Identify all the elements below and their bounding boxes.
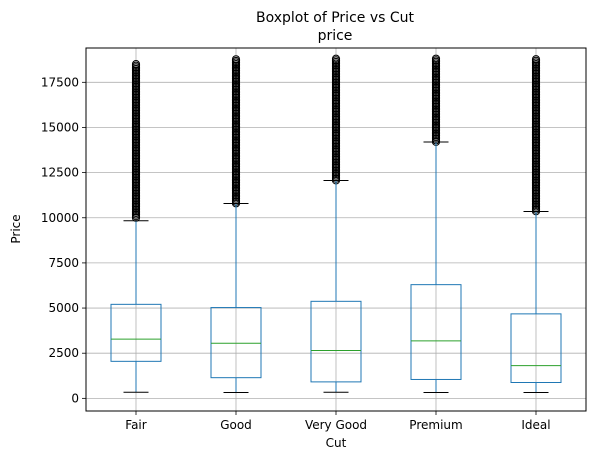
box-good: [210, 55, 262, 393]
iqr-box: [110, 303, 162, 362]
outliers: [431, 54, 441, 147]
x-tick-label: Fair: [125, 418, 146, 432]
outliers: [131, 60, 141, 222]
iqr-box: [410, 284, 462, 380]
box-fair: [110, 60, 162, 393]
iqr-box: [510, 313, 562, 384]
outliers: [231, 55, 241, 208]
x-axis-label: Cut: [326, 436, 347, 450]
outlier-point: [531, 55, 541, 64]
outlier-point: [131, 60, 141, 69]
y-tick-label: 10000: [41, 211, 79, 225]
iqr-box: [310, 300, 362, 383]
chart-subtitle: price: [318, 28, 353, 44]
y-tick-label: 2500: [48, 346, 79, 360]
y-tick-label: 7500: [48, 256, 79, 270]
iqr-box: [210, 307, 262, 379]
outliers: [331, 54, 341, 185]
outlier-point: [231, 55, 241, 64]
x-tick-label: Premium: [409, 418, 462, 432]
plot-frame: [85, 47, 587, 412]
outlier-point: [331, 54, 341, 63]
x-tick-label: Good: [220, 418, 252, 432]
chart-title: Boxplot of Price vs Cut: [256, 10, 415, 26]
y-tick-label: 0: [71, 391, 79, 405]
y-axis-label: Price: [9, 214, 23, 243]
outlier-point: [431, 54, 441, 63]
outliers: [531, 55, 541, 216]
x-tick-label: Very Good: [305, 418, 367, 432]
box-ideal: [510, 55, 562, 393]
y-tick-label: 5000: [48, 301, 79, 315]
x-ticks-group: Fair Good Very Good Premium Ideal: [125, 411, 551, 432]
boxes-group: [110, 54, 562, 393]
x-tick-label: Ideal: [521, 418, 550, 432]
y-tick-label: 12500: [41, 166, 79, 180]
box-very-good: [310, 54, 362, 393]
y-tick-label: 17500: [41, 75, 79, 89]
y-ticks-group: 0 2500 5000 7500 10000 12500 15000 17500: [41, 75, 86, 405]
box-premium: [410, 54, 462, 393]
y-tick-label: 15000: [41, 120, 79, 134]
